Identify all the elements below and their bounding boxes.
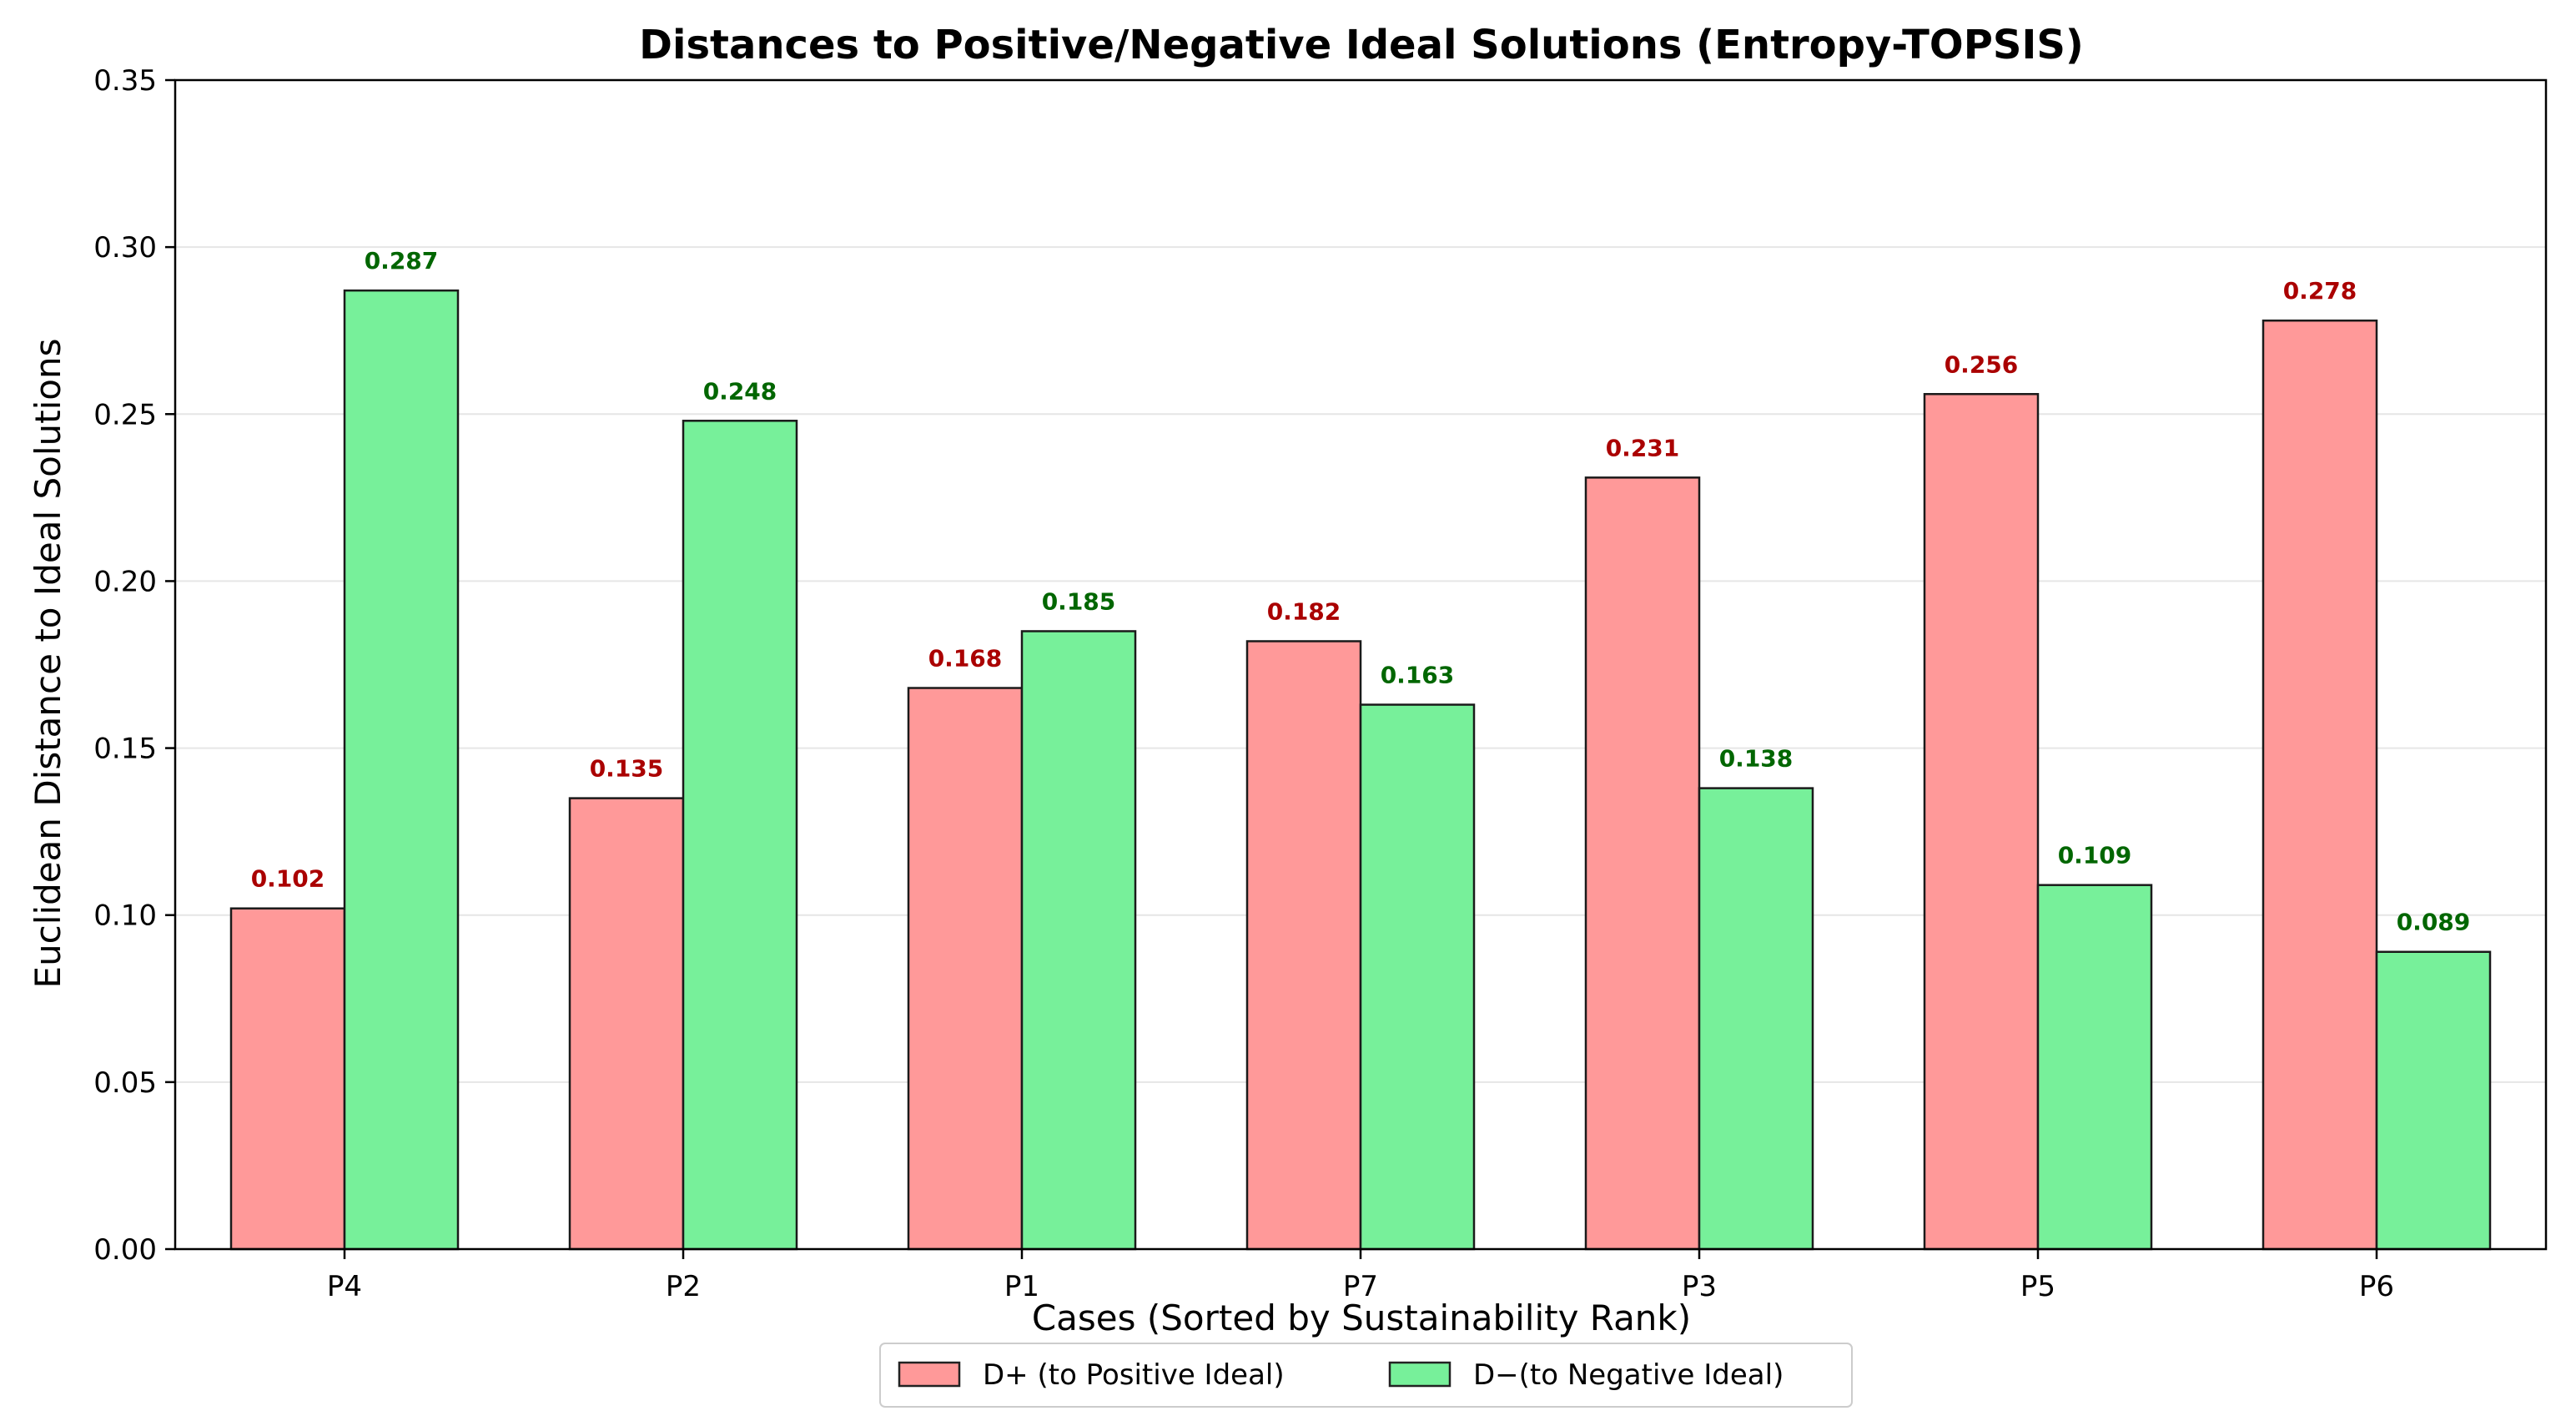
data-label-d-plus-p6: 0.278 (2283, 277, 2357, 305)
y-tick-label: 0.05 (93, 1066, 157, 1100)
data-label-d-minus-p3: 0.138 (1719, 745, 1794, 773)
bar-d-minus-p3 (1698, 787, 1814, 1251)
bar-d-minus-p5 (2036, 884, 2153, 1251)
bar-d-plus-p3 (1584, 476, 1701, 1251)
y-tick-label: 0.15 (93, 733, 157, 766)
legend-label-d-minus: D−(to Negative Ideal) (1473, 1358, 1784, 1392)
legend-label-d-plus: D+ (to Positive Ideal) (983, 1358, 1285, 1392)
y-axis: 0.00 0.05 0.10 0.15 0.20 0.25 0.30 0.35 (93, 64, 175, 1267)
y-tick-label: 0.35 (93, 64, 157, 98)
y-tick-label: 0.20 (93, 565, 157, 598)
legend-frame (879, 1343, 1853, 1408)
legend-swatch-d-minus (1388, 1361, 1452, 1388)
data-label-d-plus-p1: 0.168 (928, 645, 1003, 673)
data-label-d-minus-p6: 0.089 (2397, 909, 2471, 936)
x-axis: P4 P2 P1 P7 P3 P5 P6 (327, 1249, 2394, 1303)
data-label-d-minus-p2: 0.248 (703, 377, 777, 405)
bars (229, 289, 2492, 1251)
chart-title: Distances to Positive/Negative Ideal Sol… (639, 22, 2084, 68)
y-tick-label: 0.00 (93, 1233, 157, 1267)
x-axis-label: Cases (Sorted by Sustainability Rank) (1032, 1298, 1691, 1338)
bar-d-plus-p2 (568, 797, 685, 1251)
data-labels: 0.102 0.287 0.135 0.248 0.168 0.185 0.182 0.163… (251, 247, 2471, 936)
x-tick-label-p6: P6 (2359, 1270, 2394, 1303)
data-label-d-minus-p5: 0.109 (2058, 842, 2132, 869)
y-axis-label: Euclidean Distance to Ideal Solutions (28, 339, 68, 989)
bar-d-minus-p2 (682, 420, 798, 1251)
data-label-d-plus-p5: 0.256 (1945, 350, 2019, 378)
x-tick-label-p7: P7 (1343, 1270, 1378, 1303)
x-tick-label-p3: P3 (1682, 1270, 1717, 1303)
legend: D+ (to Positive Ideal) D−(to Negative Id… (879, 1343, 1853, 1408)
bar-d-plus-p5 (1923, 393, 2040, 1251)
y-tick-label: 0.25 (93, 398, 157, 431)
data-label-d-minus-p7: 0.163 (1381, 662, 1455, 689)
bar-d-plus-p4 (229, 907, 346, 1251)
data-label-d-minus-p1: 0.185 (1042, 587, 1116, 615)
y-tick-label: 0.30 (93, 231, 157, 265)
data-label-d-plus-p4: 0.102 (251, 865, 325, 893)
bar-d-minus-p7 (1359, 703, 1476, 1251)
x-tick-label-p1: P1 (1004, 1270, 1039, 1303)
y-tick-label: 0.10 (93, 899, 157, 933)
bar-d-plus-p7 (1245, 640, 1362, 1251)
bar-d-minus-p6 (2375, 950, 2492, 1251)
bar-d-plus-p6 (2262, 319, 2378, 1251)
x-tick-label-p5: P5 (2020, 1270, 2055, 1303)
data-label-d-plus-p7: 0.182 (1267, 597, 1341, 625)
bar-d-plus-p1 (907, 687, 1024, 1251)
legend-swatch-d-plus (898, 1361, 961, 1388)
data-label-d-plus-p3: 0.231 (1606, 434, 1680, 461)
bar-d-minus-p4 (343, 289, 460, 1251)
data-label-d-plus-p2: 0.135 (590, 755, 664, 783)
data-label-d-minus-p4: 0.287 (365, 247, 439, 275)
x-tick-label-p4: P4 (327, 1270, 362, 1303)
x-tick-label-p2: P2 (666, 1270, 701, 1303)
bar-d-minus-p1 (1020, 630, 1137, 1251)
